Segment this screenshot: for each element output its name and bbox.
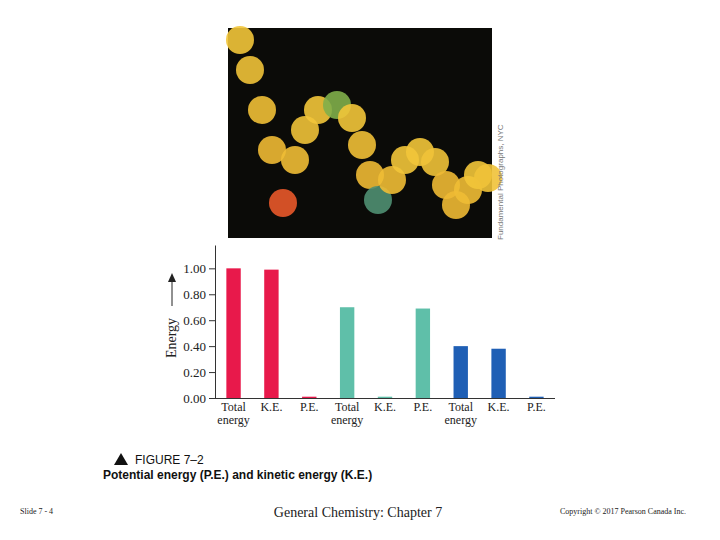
y-axis-line	[215, 246, 216, 399]
x-tick-label-line: P.E.	[414, 400, 433, 414]
photo-credit: Fundamental Photographs, NYC	[496, 124, 505, 240]
y-tick-mark	[209, 398, 215, 399]
bar	[454, 346, 468, 398]
y-tick-label: 0.00	[183, 391, 206, 406]
y-tick-mark	[209, 320, 215, 321]
y-tick-label: 0.80	[183, 287, 206, 302]
x-tick-label-line: P.E.	[527, 400, 546, 414]
ball	[236, 56, 264, 84]
x-tick: P.E.	[414, 400, 433, 414]
figure-label: FIGURE 7–2	[135, 453, 204, 467]
x-tick-label: K.E.	[488, 400, 510, 414]
y-tick-mark	[209, 268, 215, 269]
x-tick-label-line: energy	[217, 413, 249, 427]
x-tick: K.E.	[488, 400, 510, 414]
photo-background	[228, 28, 492, 238]
x-tick-label-line: energy	[445, 413, 477, 427]
y-tick-mark	[209, 372, 215, 373]
x-tick-label: Totalenergy	[217, 400, 249, 427]
x-tick-label-line: Total	[335, 400, 360, 414]
ball	[348, 131, 376, 159]
x-tick-label-line: Total	[448, 400, 473, 414]
ball	[248, 96, 276, 124]
y-tick: 0.20	[183, 365, 215, 380]
bar	[340, 307, 354, 398]
bar	[226, 268, 240, 398]
y-tick-label: 1.00	[183, 261, 206, 276]
x-tick-label: P.E.	[414, 400, 433, 414]
y-axis-title: Energy	[164, 318, 179, 358]
y-tick: 0.00	[183, 391, 215, 406]
bar	[264, 270, 278, 398]
x-tick-label: Totalenergy	[331, 400, 363, 427]
y-tick: 1.00	[183, 261, 215, 276]
y-tick-mark	[209, 346, 215, 347]
x-tick: K.E.	[374, 400, 396, 414]
caption-triangle	[114, 453, 128, 465]
x-tick-label-line: K.E.	[260, 400, 282, 414]
copyright: Copyright © 2017 Pearson Canada Inc.	[560, 507, 686, 516]
x-tick: Totalenergy	[445, 400, 477, 427]
y-tick: 0.40	[183, 339, 215, 354]
x-tick-label: K.E.	[260, 400, 282, 414]
slide-number: Slide 7 - 4	[20, 507, 53, 516]
x-tick: K.E.	[260, 400, 282, 414]
x-tick: Totalenergy	[331, 400, 363, 427]
x-tick-label-line: energy	[331, 413, 363, 427]
x-tick-label-line: P.E.	[300, 400, 319, 414]
bar	[491, 349, 505, 398]
x-tick-label-line: Total	[221, 400, 246, 414]
y-axis-arrow	[172, 280, 173, 306]
bar	[529, 397, 543, 398]
bar	[416, 309, 430, 398]
bar	[378, 397, 392, 398]
x-tick: P.E.	[300, 400, 319, 414]
x-tick-label-line: K.E.	[374, 400, 396, 414]
x-tick-label: P.E.	[300, 400, 319, 414]
ball	[269, 189, 297, 217]
x-tick-label: Totalenergy	[445, 400, 477, 427]
slide: Fundamental Photographs, NYC 0.00 0.20 0.40…	[0, 0, 720, 540]
y-tick: 0.80	[183, 287, 215, 302]
bars	[226, 268, 543, 398]
x-tick-label: K.E.	[374, 400, 396, 414]
x-tick: Totalenergy	[217, 400, 249, 427]
y-tick: 0.60	[183, 313, 215, 328]
ball	[281, 146, 309, 174]
y-tick-label: 0.40	[183, 339, 206, 354]
x-tick-label-line: K.E.	[488, 400, 510, 414]
course-title: General Chemistry: Chapter 7	[274, 505, 442, 520]
y-tick-mark	[209, 294, 215, 295]
x-axis: TotalenergyK.E.P.E.TotalenergyK.E.P.E.To…	[215, 399, 555, 427]
y-tick-label: 0.20	[183, 365, 206, 380]
y-tick-label: 0.60	[183, 313, 206, 328]
figure-caption: Potential energy (P.E.) and kinetic ener…	[103, 468, 372, 482]
ball	[338, 104, 366, 132]
x-tick-label: P.E.	[527, 400, 546, 414]
y-axis: 0.00 0.20 0.40 0.60 0.80 1.00	[183, 246, 215, 406]
x-tick: P.E.	[527, 400, 546, 414]
y-axis-arrowhead	[168, 273, 176, 282]
bar	[302, 397, 316, 398]
ball	[226, 26, 254, 54]
photo	[226, 26, 502, 238]
